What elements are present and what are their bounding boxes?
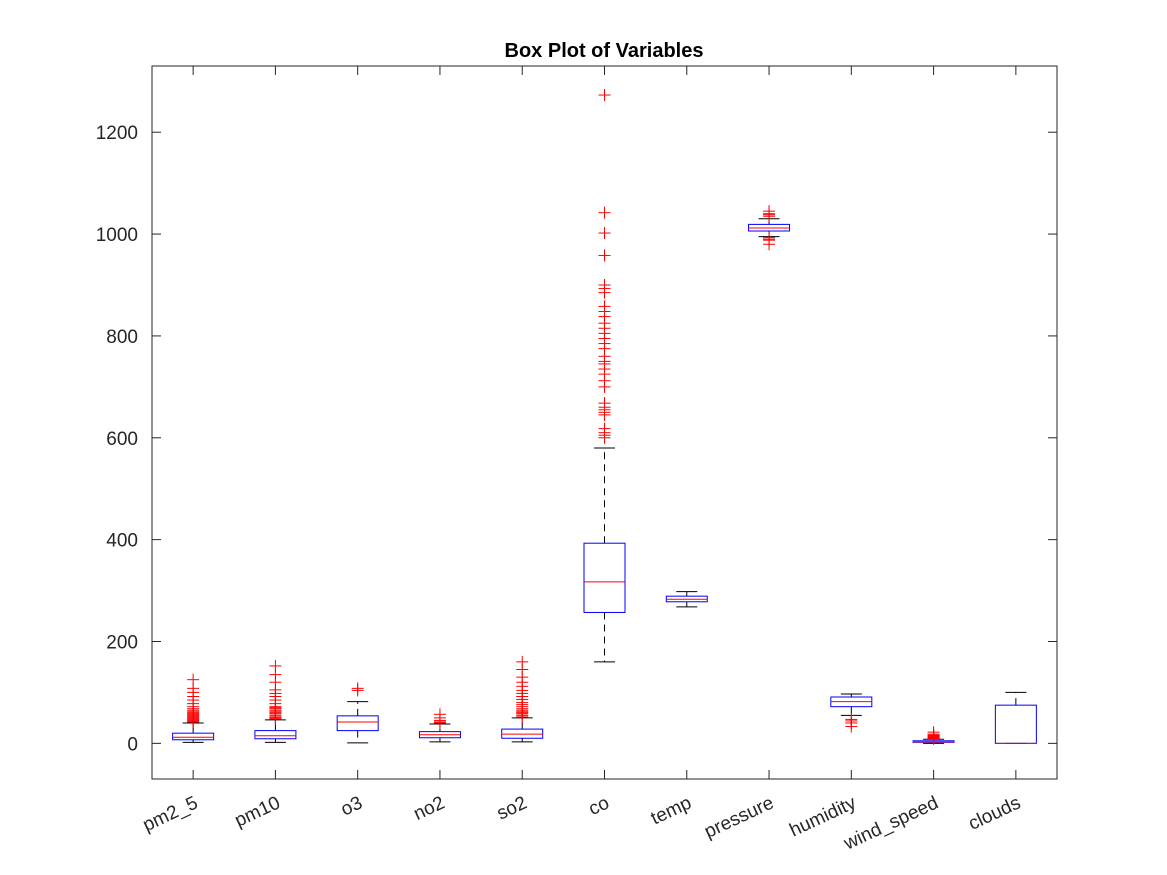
outlier-point: [598, 422, 611, 435]
outlier-point: [598, 89, 611, 102]
box-group-wind_speed: [912, 726, 955, 745]
y-axis: 0 200 400 600 800 1000 1200: [96, 123, 1057, 755]
box-group-o3: [336, 682, 379, 744]
x-tick-label: wind_speed: [840, 792, 942, 854]
outlier-point: [351, 682, 364, 695]
outlier-point: [598, 300, 611, 313]
box-group-so2: [501, 655, 544, 743]
x-tick-label: pm2_5: [140, 792, 202, 836]
y-tick-label: 400: [106, 531, 138, 552]
box-group-temp: [665, 591, 708, 608]
outlier-point: [598, 249, 611, 262]
outlier-point: [269, 659, 282, 672]
box: [336, 715, 379, 732]
x-tick-label: o3: [338, 792, 366, 820]
box: [254, 730, 297, 740]
outlier-point: [763, 231, 776, 244]
box: [172, 732, 215, 741]
x-tick-label: clouds: [965, 792, 1024, 834]
box-group-co: [583, 89, 626, 663]
x-tick-label: pressure: [701, 792, 777, 842]
box-group-humidity: [830, 693, 873, 733]
y-tick-label: 800: [106, 327, 138, 348]
y-tick-label: 600: [106, 429, 138, 450]
plot-area: [152, 66, 1057, 779]
x-tick-label: no2: [410, 792, 448, 824]
boxes-layer: [172, 89, 1037, 745]
y-tick-label: 1000: [96, 225, 138, 246]
box-group-pm2_5: [172, 673, 215, 743]
outlier-point: [598, 397, 611, 410]
outlier-point: [927, 726, 940, 739]
y-tick-label: 0: [127, 734, 138, 755]
outlier-point: [598, 206, 611, 219]
box-group-pressure: [748, 205, 791, 251]
outlier-point: [598, 278, 611, 291]
x-tick-label: pm10: [232, 792, 284, 831]
x-tick-label: temp: [648, 792, 695, 829]
box: [501, 728, 544, 739]
y-tick-label: 200: [106, 632, 138, 653]
x-tick-label: so2: [494, 792, 531, 824]
y-tick-label: 1200: [96, 123, 138, 144]
outlier-point: [598, 227, 611, 240]
box: [583, 542, 626, 613]
outlier-point: [433, 708, 446, 721]
chart-title: Box Plot of Variables: [505, 40, 704, 62]
outlier-point: [763, 205, 776, 218]
outlier-point: [845, 713, 858, 726]
outlier-point: [187, 673, 200, 686]
box-group-pm10: [254, 659, 297, 743]
outlier-point: [516, 655, 529, 668]
box-group-no2: [418, 708, 461, 743]
box-group-clouds: [994, 691, 1037, 744]
x-tick-label: co: [586, 792, 613, 820]
